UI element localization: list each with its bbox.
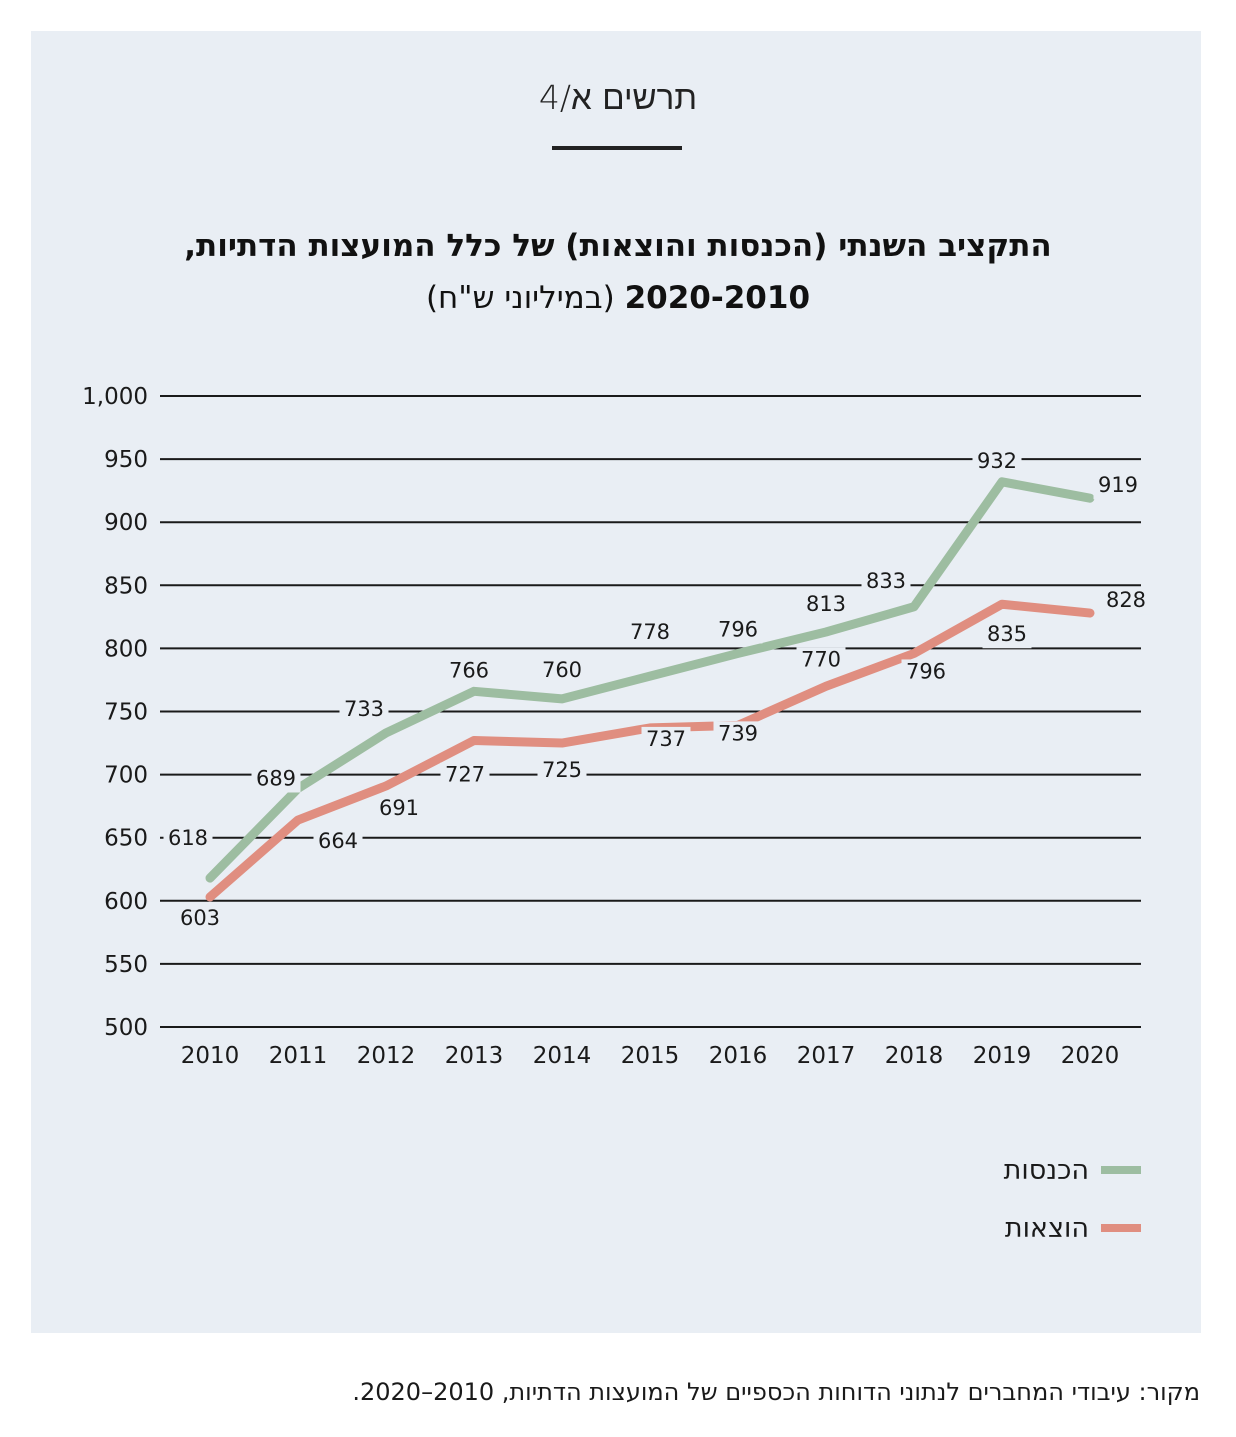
data-label-bg xyxy=(537,758,587,785)
legend-item-expense: הוצאות xyxy=(1005,1208,1141,1248)
data-label-expense: 603 xyxy=(180,906,220,930)
figure-label-divider xyxy=(552,146,682,150)
data-label-income: 919 xyxy=(1098,473,1138,497)
data-label-income: 760 xyxy=(542,658,582,682)
data-label-expense: 737 xyxy=(646,727,686,751)
x-tick-label: 2011 xyxy=(269,1043,328,1069)
data-label-bg xyxy=(440,762,490,789)
data-label-income: 833 xyxy=(866,569,906,593)
chart-title: התקציב השנתי (הכנסות והוצאות) של כלל המו… xyxy=(184,228,1052,264)
series-line-income xyxy=(205,477,1095,883)
data-label-income: 932 xyxy=(977,449,1017,473)
data-label-bg xyxy=(374,795,424,822)
data-label-bg xyxy=(801,591,851,618)
data-label-income: 766 xyxy=(449,658,489,682)
data-label-bg xyxy=(796,647,846,674)
data-label-income: 813 xyxy=(806,592,846,616)
x-tick-label: 2019 xyxy=(973,1043,1032,1069)
y-tick-label: 900 xyxy=(104,510,148,536)
data-label-bg xyxy=(982,622,1032,649)
data-label-income: 689 xyxy=(256,766,296,790)
x-tick-label: 2017 xyxy=(797,1043,856,1069)
y-tick-label: 800 xyxy=(104,636,148,662)
data-label-income: 733 xyxy=(344,697,384,721)
data-label-expense: 770 xyxy=(801,647,841,671)
data-label-bg xyxy=(641,726,691,753)
data-label-bg xyxy=(1101,588,1151,615)
data-label-bg xyxy=(175,906,225,933)
x-tick-label: 2013 xyxy=(445,1043,504,1069)
y-tick-label: 950 xyxy=(104,447,148,473)
x-tick-label: 2015 xyxy=(621,1043,680,1069)
data-label-bg xyxy=(861,568,911,595)
data-label-expense: 796 xyxy=(906,659,946,683)
x-tick-label: 2012 xyxy=(357,1043,416,1069)
x-tick-label: 2020 xyxy=(1061,1043,1120,1069)
data-label-bg xyxy=(901,659,951,686)
source-note: מקור: עיבודי המחברים לנתוני הדוחות הכספי… xyxy=(352,1378,1200,1406)
x-tick-label: 2018 xyxy=(885,1043,944,1069)
data-label-expense: 835 xyxy=(987,622,1027,646)
x-axis-ticks: 2010 2011 2012 2013 2014 2015 2016 2017 2018 2019… xyxy=(181,1043,1120,1069)
data-label-bg xyxy=(972,448,1022,475)
y-tick-label: 700 xyxy=(104,763,148,789)
data-label-income: 618 xyxy=(168,826,208,850)
data-label-bg xyxy=(339,696,389,723)
figure-label: תרשים א/4 xyxy=(538,78,698,117)
data-label-expense: 739 xyxy=(718,721,758,745)
y-tick-label: 600 xyxy=(104,889,148,915)
data-label-bg xyxy=(163,826,213,853)
data-label-bg xyxy=(537,657,587,684)
y-tick-label: 850 xyxy=(104,573,148,599)
chart-subtitle: 2020-2010 (במיליוני ש"ח) xyxy=(60,280,1176,316)
x-tick-label: 2014 xyxy=(533,1043,592,1069)
y-tick-label: 500 xyxy=(104,1015,148,1041)
legend-swatch-income xyxy=(1101,1166,1141,1174)
y-tick-label: 650 xyxy=(104,826,148,852)
data-label-income: 796 xyxy=(718,617,758,641)
chart-title-unit: (במיליוני ש"ח) xyxy=(425,280,615,316)
legend-label-income: הכנסות xyxy=(1003,1154,1089,1186)
y-axis-ticks: 500 550 600 650 700 750 800 850 900 950 1,000 xyxy=(82,384,148,1041)
data-label-expense: 664 xyxy=(318,829,358,853)
data-label-expense: 725 xyxy=(542,758,582,782)
data-labels: 618 689 733 766 760 778 796 813 833 932 919 603 664 6… xyxy=(163,448,1151,933)
data-label-bg xyxy=(251,766,301,793)
y-tick-label: 750 xyxy=(104,700,148,726)
legend-label-expense: הוצאות xyxy=(1004,1212,1089,1244)
y-tick-label: 1,000 xyxy=(82,384,148,410)
x-tick-label: 2010 xyxy=(181,1043,240,1069)
chart-title-years: 2020-2010 xyxy=(624,280,811,316)
legend-item-income: הכנסות xyxy=(1004,1150,1141,1190)
data-label-bg xyxy=(444,658,494,685)
data-label-expense: 828 xyxy=(1106,588,1146,612)
data-label-expense: 727 xyxy=(445,763,485,787)
legend-swatch-expense xyxy=(1101,1224,1141,1232)
data-label-bg xyxy=(625,620,675,647)
data-label-bg xyxy=(713,721,763,748)
data-label-bg xyxy=(713,617,763,644)
x-tick-label: 2016 xyxy=(709,1043,768,1069)
data-label-expense: 691 xyxy=(379,796,419,820)
y-tick-label: 550 xyxy=(104,952,148,978)
data-label-bg xyxy=(313,829,363,856)
data-label-bg xyxy=(1093,473,1143,500)
data-label-income: 778 xyxy=(630,620,670,644)
